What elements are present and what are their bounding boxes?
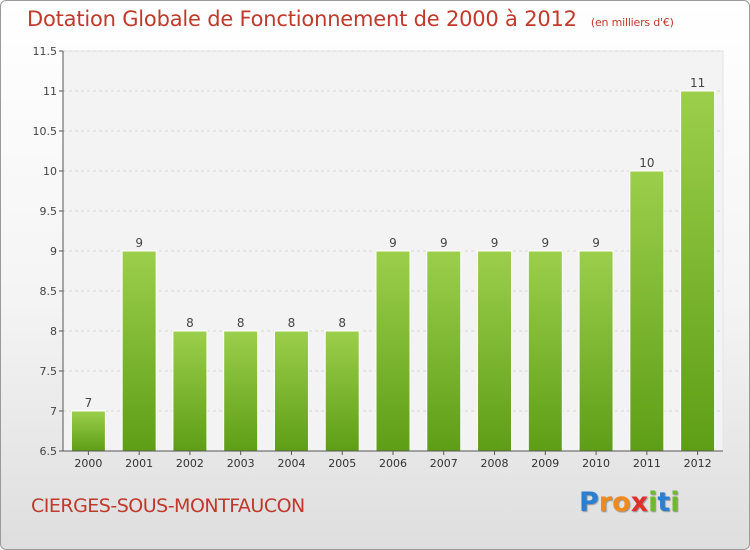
proxiti-logo: Proxiti [579,487,680,518]
bar [121,250,157,452]
bar [324,330,360,452]
logo-letter: o [612,487,631,518]
chart-title: Dotation Globale de Fonctionnement de 20… [27,7,674,31]
y-tick-label: 11.5 [33,45,58,58]
x-tick-label: 2004 [277,457,305,470]
data-label: 8 [338,316,346,330]
data-label: 8 [186,316,194,330]
y-tick-label: 7.5 [40,365,58,378]
x-tick-label: 2005 [328,457,356,470]
bar [172,330,208,452]
y-tick-label: 9 [50,245,57,258]
data-label: 11 [690,76,705,90]
data-label: 10 [639,156,654,170]
title-text: Dotation Globale de Fonctionnement de 20… [27,7,577,31]
x-tick-label: 2000 [74,457,102,470]
y-tick-label: 8 [50,325,57,338]
bar [578,250,614,452]
x-tick-label: 2006 [379,457,407,470]
y-tick-label: 10 [43,165,57,178]
bar [375,250,411,452]
logo-letter: x [630,487,649,518]
x-tick-label: 2010 [582,457,610,470]
bar [426,250,462,452]
data-label: 9 [389,236,397,250]
y-tick-label: 9.5 [40,205,58,218]
logo-letter: i [648,487,658,518]
x-tick-label: 2008 [481,457,509,470]
logo-letter: i [670,487,680,518]
data-label: 9 [135,236,143,250]
y-tick-label: 7 [50,405,57,418]
bar [223,330,259,452]
x-tick-label: 2009 [531,457,559,470]
logo-letter: t [657,487,671,518]
x-tick-label: 2002 [176,457,204,470]
x-tick-label: 2001 [125,457,153,470]
y-tick-label: 11 [43,85,57,98]
data-label: 8 [237,316,245,330]
data-label: 9 [592,236,600,250]
data-label: 7 [85,396,93,410]
logo-letter: P [579,487,599,518]
bar [70,410,106,452]
commune-name: CIERGES-SOUS-MONTFAUCON [31,495,305,517]
x-tick-label: 2003 [227,457,255,470]
bar [477,250,513,452]
data-label: 9 [440,236,448,250]
bar [527,250,563,452]
data-label: 9 [541,236,549,250]
bar [680,90,716,452]
x-tick-label: 2012 [684,457,712,470]
bar [273,330,309,452]
x-tick-label: 2011 [633,457,661,470]
data-label: 9 [491,236,499,250]
data-label: 8 [288,316,296,330]
y-tick-label: 8.5 [40,285,58,298]
bar [629,170,665,452]
x-tick-label: 2007 [430,457,458,470]
y-tick-label: 6.5 [40,445,58,458]
y-tick-label: 10.5 [33,125,58,138]
chart-subtitle: (en milliers d'€) [590,16,674,29]
logo-letter: r [598,487,613,518]
